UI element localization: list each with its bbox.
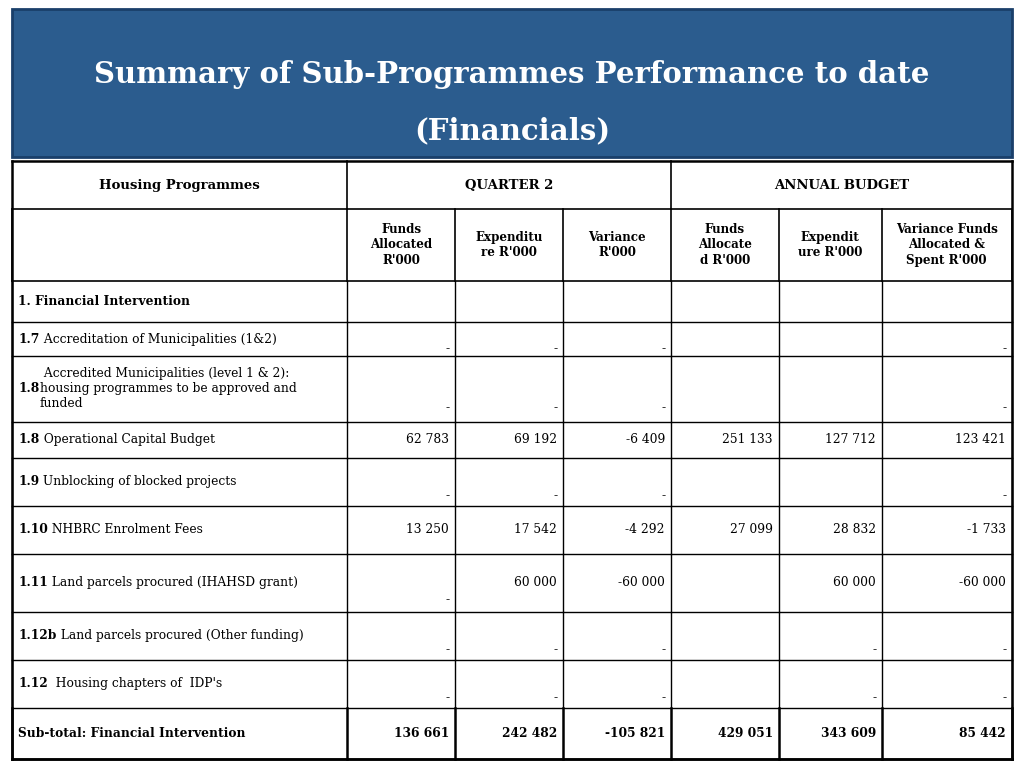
Text: 1.12b: 1.12b (18, 630, 56, 643)
Text: 251 133: 251 133 (722, 433, 773, 446)
Text: 1. Financial Intervention: 1. Financial Intervention (18, 295, 190, 308)
Text: -: - (554, 343, 558, 356)
Text: -4 292: -4 292 (626, 523, 665, 536)
Text: -: - (445, 690, 450, 703)
Text: ANNUAL BUDGET: ANNUAL BUDGET (774, 179, 909, 192)
Text: Unblocking of blocked projects: Unblocking of blocked projects (39, 475, 237, 488)
Text: 136 661: 136 661 (394, 727, 450, 740)
Text: Housing Programmes: Housing Programmes (99, 179, 260, 192)
Text: Funds
Allocate
d R'000: Funds Allocate d R'000 (698, 223, 752, 267)
Text: 1.10: 1.10 (18, 523, 48, 536)
Text: -: - (662, 401, 666, 414)
Text: -: - (445, 401, 450, 414)
Text: NHBRC Enrolment Fees: NHBRC Enrolment Fees (48, 523, 203, 536)
Text: -: - (1002, 690, 1007, 703)
Text: -: - (1002, 343, 1007, 356)
Text: 27 099: 27 099 (730, 523, 773, 536)
Text: -: - (1002, 643, 1007, 656)
Text: QUARTER 2: QUARTER 2 (465, 179, 553, 192)
Text: -: - (1002, 488, 1007, 502)
Text: -60 000: -60 000 (958, 576, 1006, 589)
Text: 1.7: 1.7 (18, 333, 40, 346)
Text: 69 192: 69 192 (514, 433, 557, 446)
Text: -: - (662, 488, 666, 502)
Text: 62 783: 62 783 (407, 433, 450, 446)
Text: Expendit
ure R'000: Expendit ure R'000 (798, 230, 862, 259)
Text: Summary of Sub-Programmes Performance to date: Summary of Sub-Programmes Performance to… (94, 60, 930, 89)
Text: (Financials): (Financials) (414, 116, 610, 145)
Text: Sub-total: Financial Intervention: Sub-total: Financial Intervention (18, 727, 246, 740)
Text: -: - (1002, 401, 1007, 414)
Text: 242 482: 242 482 (502, 727, 557, 740)
Text: -: - (662, 643, 666, 656)
Text: 1.8: 1.8 (18, 382, 40, 396)
Text: -: - (554, 488, 558, 502)
Text: Land parcels procured (IHAHSD grant): Land parcels procured (IHAHSD grant) (48, 576, 298, 589)
Text: 1.9: 1.9 (18, 475, 39, 488)
Text: Funds
Allocated
R'000: Funds Allocated R'000 (370, 223, 432, 267)
Text: -1 733: -1 733 (967, 523, 1006, 536)
Text: Operational Capital Budget: Operational Capital Budget (40, 433, 215, 446)
Text: -: - (662, 343, 666, 356)
Text: Variance
R'000: Variance R'000 (588, 230, 646, 259)
Text: -: - (445, 488, 450, 502)
Text: -: - (445, 343, 450, 356)
Text: 28 832: 28 832 (833, 523, 876, 536)
Text: Land parcels procured (Other funding): Land parcels procured (Other funding) (56, 630, 303, 643)
Text: -: - (554, 401, 558, 414)
Text: -: - (554, 643, 558, 656)
Text: 127 712: 127 712 (825, 433, 876, 446)
Text: 13 250: 13 250 (407, 523, 450, 536)
Text: 1.11: 1.11 (18, 576, 48, 589)
Text: -: - (445, 593, 450, 606)
Text: 1.12: 1.12 (18, 677, 48, 690)
Text: 17 542: 17 542 (514, 523, 557, 536)
Text: 1.8: 1.8 (18, 433, 40, 446)
Text: Housing chapters of  IDP's: Housing chapters of IDP's (48, 677, 222, 690)
Text: 60 000: 60 000 (514, 576, 557, 589)
Text: -6 409: -6 409 (626, 433, 665, 446)
Text: -: - (662, 690, 666, 703)
Text: -: - (554, 690, 558, 703)
Text: 123 421: 123 421 (955, 433, 1006, 446)
Text: Expenditu
re R'000: Expenditu re R'000 (475, 230, 543, 259)
Text: Accredited Municipalities (level 1 & 2):
housing programmes to be approved and
f: Accredited Municipalities (level 1 & 2):… (40, 368, 296, 410)
Text: -: - (445, 643, 450, 656)
Text: -: - (872, 643, 877, 656)
Text: Variance Funds
Allocated &
Spent R'000: Variance Funds Allocated & Spent R'000 (896, 223, 997, 267)
Text: Accreditation of Municipalities (1&2): Accreditation of Municipalities (1&2) (40, 333, 276, 346)
Text: -60 000: -60 000 (618, 576, 665, 589)
Text: 429 051: 429 051 (718, 727, 773, 740)
Text: -105 821: -105 821 (604, 727, 665, 740)
Text: -: - (872, 690, 877, 703)
Text: 85 442: 85 442 (959, 727, 1006, 740)
Text: 343 609: 343 609 (820, 727, 876, 740)
Text: 60 000: 60 000 (834, 576, 876, 589)
